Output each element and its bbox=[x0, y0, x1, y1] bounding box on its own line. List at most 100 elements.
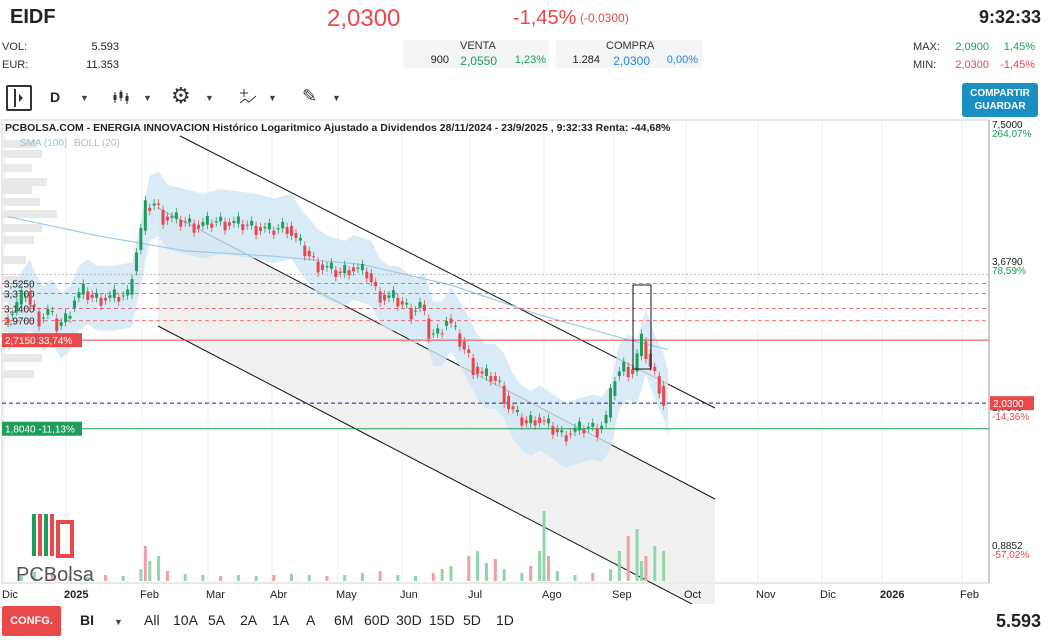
min-label: MIN: bbox=[913, 59, 937, 71]
candle-body bbox=[130, 279, 134, 295]
range-button-60d[interactable]: 60D bbox=[364, 612, 390, 628]
candle-body bbox=[179, 220, 183, 227]
candle-body bbox=[591, 422, 595, 427]
candle-body bbox=[436, 328, 440, 334]
axis-pct-label: -14,36% bbox=[992, 412, 1029, 423]
candle-body bbox=[6, 318, 10, 323]
range-button-5a[interactable]: 5A bbox=[208, 612, 226, 628]
max-value: 2,0900 bbox=[955, 41, 989, 53]
volume-bar bbox=[325, 576, 329, 581]
axis-pct-label: 264,07% bbox=[992, 129, 1032, 140]
candle-body bbox=[321, 264, 325, 270]
candle-body bbox=[378, 291, 382, 303]
x-tick-label: Dic bbox=[820, 589, 836, 601]
candles-icon[interactable] bbox=[112, 88, 132, 106]
highlight-box bbox=[632, 284, 652, 370]
volume-profile-bar bbox=[2, 354, 42, 362]
chart-type-caret-icon[interactable]: ▼ bbox=[143, 93, 152, 103]
venta-pct: 1,23% bbox=[514, 54, 546, 66]
volume-bar bbox=[626, 536, 630, 581]
candle-body bbox=[15, 301, 19, 312]
volume-bar bbox=[653, 546, 657, 581]
eur-label: EUR: bbox=[2, 59, 29, 71]
candle-body bbox=[360, 263, 364, 271]
candle-body bbox=[480, 371, 484, 374]
min-pct: -1,45% bbox=[1000, 59, 1035, 71]
range-button-all[interactable]: All bbox=[144, 612, 160, 628]
indicators-caret-icon[interactable]: ▼ bbox=[268, 93, 277, 103]
candle-body bbox=[409, 307, 413, 320]
current-price-tag bbox=[990, 396, 1034, 411]
x-tick-label: Jul bbox=[468, 589, 482, 601]
panel-toggle-button[interactable] bbox=[6, 85, 32, 111]
pencil-icon[interactable]: ✎ bbox=[302, 86, 318, 106]
range-button-2a[interactable]: 2A bbox=[240, 612, 258, 628]
candle-body bbox=[458, 333, 462, 347]
min-value: 2,0300 bbox=[955, 59, 989, 71]
candle-body bbox=[484, 368, 488, 377]
candle-body bbox=[356, 267, 360, 269]
gear-icon[interactable]: ⚙ bbox=[171, 83, 191, 108]
candle-body bbox=[103, 297, 107, 301]
x-tick-label: Feb bbox=[960, 589, 979, 601]
candle-body bbox=[68, 315, 72, 319]
candle-body bbox=[188, 218, 192, 223]
save-label: GUARDAR bbox=[974, 101, 1026, 112]
volume-bar bbox=[236, 575, 240, 581]
candle-body bbox=[524, 420, 528, 424]
level-label: 3,5250 bbox=[4, 280, 35, 291]
range-button-1a[interactable]: 1A bbox=[272, 612, 290, 628]
candle-body bbox=[476, 366, 480, 375]
candle-body bbox=[134, 252, 138, 272]
resistance-label: 2,7150 33,74% bbox=[5, 336, 72, 347]
volume-bar bbox=[157, 556, 161, 581]
settings-caret-icon[interactable]: ▼ bbox=[205, 93, 214, 103]
volume-bar bbox=[639, 561, 643, 581]
channel-lower-line bbox=[157, 325, 694, 604]
volume-bar bbox=[396, 575, 400, 581]
volume-bar bbox=[121, 576, 125, 581]
range-button-6m[interactable]: 6M bbox=[334, 612, 354, 628]
range-button-15d[interactable]: 15D bbox=[429, 612, 455, 628]
period-selector[interactable]: D bbox=[50, 89, 61, 105]
range-button-1d[interactable]: 1D bbox=[496, 612, 514, 628]
period-caret-icon[interactable]: ▼ bbox=[80, 93, 89, 103]
share-save-button[interactable]: COMPARTIR GUARDAR bbox=[962, 83, 1038, 117]
range-button-10a[interactable]: 10A bbox=[173, 612, 198, 628]
candle-body bbox=[250, 220, 254, 226]
candle-body bbox=[157, 203, 161, 205]
level-label: 3,1400 bbox=[4, 305, 35, 316]
candle-body bbox=[72, 300, 76, 308]
support-label: 1,8040 -11,13% bbox=[5, 425, 75, 436]
volume-bar bbox=[476, 551, 480, 581]
candle-body bbox=[112, 289, 116, 298]
config-button[interactable]: CONFG. bbox=[2, 606, 61, 636]
scale-selector[interactable]: BI bbox=[80, 612, 94, 628]
range-button-5d[interactable]: 5D bbox=[463, 612, 481, 628]
volume-profile-bar bbox=[2, 178, 47, 186]
current-price-label: 2,0300 bbox=[993, 399, 1024, 410]
range-button-a[interactable]: A bbox=[306, 612, 316, 628]
volume-profile-bar bbox=[2, 140, 36, 148]
volume-bar bbox=[183, 574, 187, 581]
volume-profile-bar bbox=[2, 370, 34, 378]
volume-bar bbox=[33, 572, 37, 581]
scale-caret-icon[interactable]: ▼ bbox=[114, 617, 123, 627]
max-label: MAX: bbox=[913, 41, 940, 53]
candle-body bbox=[170, 216, 174, 218]
candle-body bbox=[449, 318, 453, 324]
venta-price: 2,0550 bbox=[460, 54, 497, 68]
x-tick-label: Ago bbox=[542, 589, 562, 601]
volume-bar bbox=[555, 571, 559, 581]
drawing-caret-icon[interactable]: ▼ bbox=[332, 93, 341, 103]
range-button-30d[interactable]: 30D bbox=[396, 612, 422, 628]
trend-channel-fill bbox=[158, 208, 715, 604]
candle-body bbox=[28, 291, 32, 305]
candle-body bbox=[396, 297, 400, 307]
x-tick-label: Abr bbox=[270, 589, 287, 601]
volume-bar bbox=[343, 575, 347, 581]
candle-body bbox=[617, 371, 621, 377]
indicators-icon[interactable] bbox=[238, 88, 258, 106]
candle-body bbox=[285, 227, 289, 234]
